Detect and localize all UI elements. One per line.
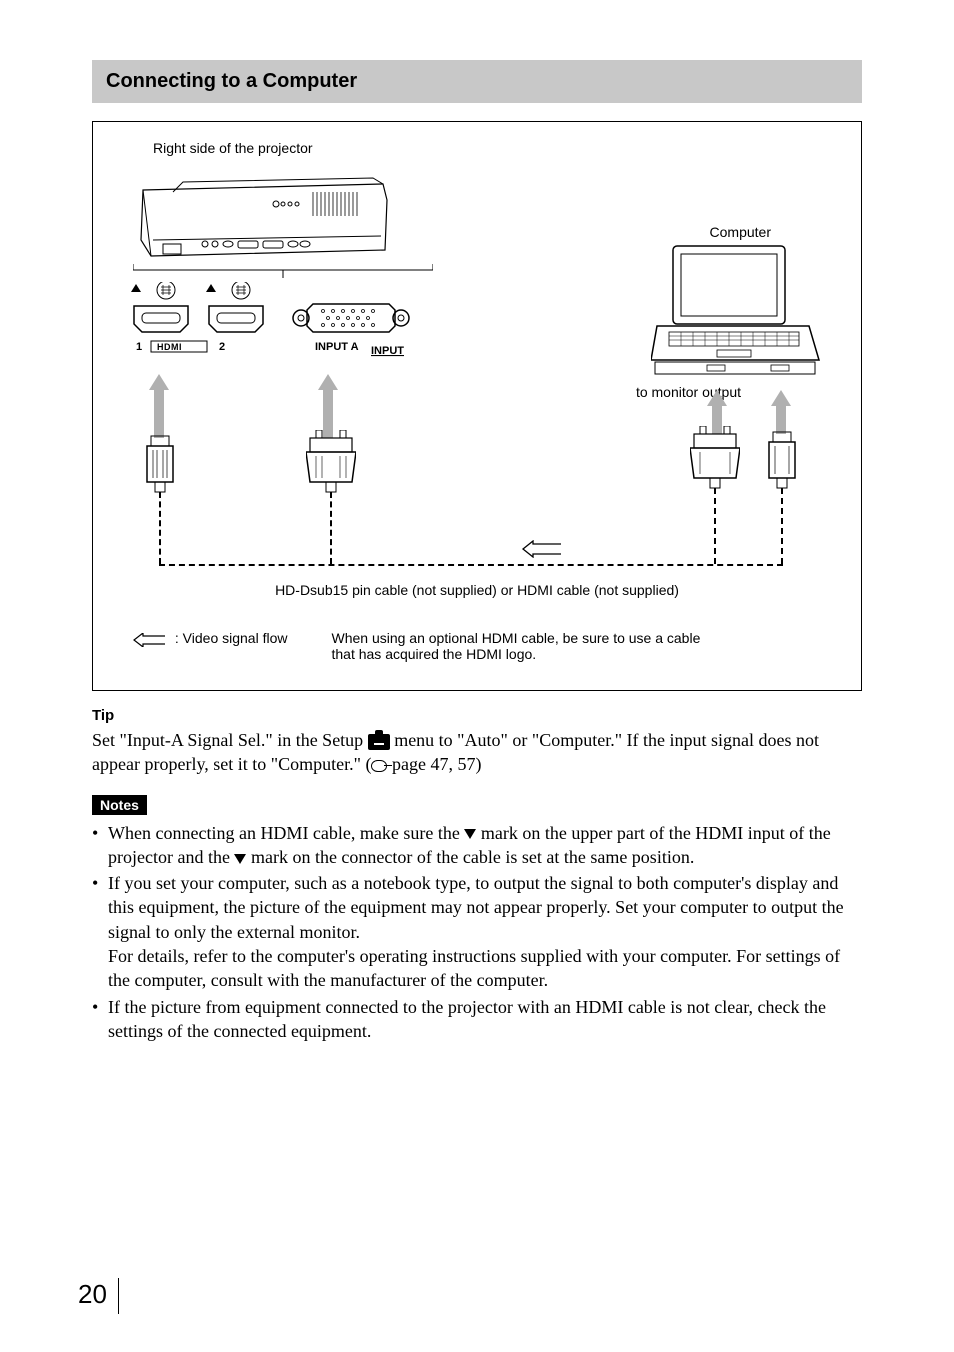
ports-enlarged: 1 2 HDMI INPUT A INPUT: [123, 282, 443, 367]
note-item: If the picture from equipment connected …: [92, 995, 862, 1044]
hdmi-plug: [145, 434, 171, 499]
page-ref-icon: [371, 760, 387, 772]
page-number: 20: [78, 1279, 107, 1310]
note-text: If you set your computer, such as a note…: [108, 873, 844, 942]
legend-hdmi-note: When using an optional HDMI cable, be su…: [331, 630, 711, 662]
flow-arrow-up: [771, 390, 791, 434]
port-label-2: 2: [219, 341, 225, 353]
tip-body: Set "Input-A Signal Sel." in the Setup m…: [92, 728, 862, 777]
note-text: When connecting an HDMI cable, make sure…: [108, 823, 464, 843]
page-tick: [118, 1278, 119, 1314]
bracket: [133, 264, 433, 280]
section-header: Connecting to a Computer: [92, 60, 862, 103]
cable-line: [781, 488, 783, 564]
legend-flow: : Video signal flow: [133, 630, 287, 662]
flow-direction-icon: [521, 540, 563, 563]
tip-ref: page 47, 57): [387, 754, 481, 774]
port-label-1: 1: [136, 341, 142, 353]
note-text: mark on the connector of the cable is se…: [246, 847, 694, 867]
cable-caption: HD-Dsub15 pin cable (not supplied) or HD…: [93, 582, 861, 598]
note-text: For details, refer to the computer's ope…: [108, 946, 840, 990]
vga-plug-pc: [690, 426, 716, 495]
note-text: If the picture from equipment connected …: [108, 997, 826, 1041]
note-item: If you set your computer, such as a note…: [92, 871, 862, 992]
computer-illustration: [651, 242, 821, 382]
projector-label: Right side of the projector: [153, 140, 313, 156]
cable-line: [330, 492, 332, 564]
svg-text:INPUT: INPUT: [371, 345, 404, 357]
notes-list: When connecting an HDMI cable, make sure…: [92, 821, 862, 1044]
down-triangle-icon: [234, 854, 246, 864]
tip-pre: Set "Input-A Signal Sel." in the Setup: [92, 730, 368, 750]
legend-flow-text: : Video signal flow: [175, 630, 288, 646]
down-triangle-icon: [464, 829, 476, 839]
cable-line: [159, 492, 161, 564]
svg-text:INPUT A: INPUT A: [315, 341, 359, 353]
notes-label: Notes: [92, 795, 147, 815]
svg-text:HDMI: HDMI: [157, 342, 182, 352]
cable-line: [159, 564, 783, 566]
cable-line: [714, 488, 716, 564]
projector-illustration: [133, 172, 393, 267]
flow-arrow-up: [318, 374, 338, 438]
setup-menu-icon: [368, 734, 390, 750]
flow-arrow-up: [149, 374, 169, 438]
legend-row: : Video signal flow When using an option…: [133, 630, 831, 662]
hdmi-plug-pc: [767, 430, 793, 495]
computer-label: Computer: [710, 224, 771, 240]
vga-plug: [306, 430, 332, 499]
flow-arrow-icon: [133, 633, 167, 645]
note-item: When connecting an HDMI cable, make sure…: [92, 821, 862, 870]
tip-heading: Tip: [92, 707, 862, 724]
connection-diagram: Right side of the projector: [92, 121, 862, 691]
